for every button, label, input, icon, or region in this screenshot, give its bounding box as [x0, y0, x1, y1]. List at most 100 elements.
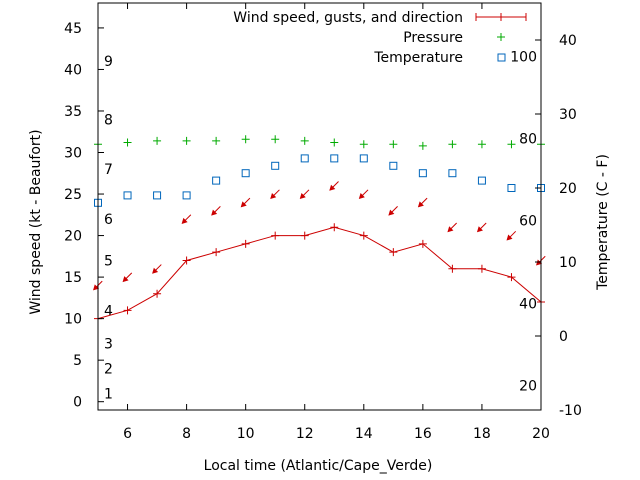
- y-right-tick-label: -10: [559, 403, 582, 419]
- pressure-point: [271, 135, 280, 144]
- wind-direction-arrow: [358, 189, 369, 200]
- y-right-tick-label: 20: [559, 181, 577, 197]
- pressure-point: [477, 140, 486, 149]
- y-left-tick-label: 20: [64, 229, 82, 245]
- legend-label-wind: Wind speed, gusts, and direction: [233, 10, 463, 26]
- temperature-point: [359, 154, 368, 163]
- wind-speed-point: [359, 231, 368, 240]
- wind-arrow-head: [447, 226, 454, 233]
- wind-speed-point: [418, 239, 427, 248]
- y-left-tick-label: 10: [64, 312, 82, 328]
- y-left-tick-label: 40: [64, 62, 82, 78]
- wind-speed-point: [241, 239, 250, 248]
- wind-arrow-head: [388, 209, 395, 216]
- wind-speed-point: [448, 264, 457, 273]
- pressure-point: [241, 135, 250, 144]
- wind-arrow-head: [181, 217, 188, 224]
- fahrenheit-label: 60: [519, 214, 537, 230]
- wind-direction-arrow: [181, 214, 192, 224]
- legend-label-temperature: Temperature: [373, 50, 463, 66]
- wind-direction-arrow: [476, 222, 487, 233]
- wind-arrow-head: [152, 267, 159, 274]
- x-tick-label: 18: [473, 426, 491, 442]
- temperature-point: [212, 176, 221, 185]
- beaufort-label: 8: [104, 112, 113, 128]
- fahrenheit-label: 40: [519, 296, 537, 312]
- temperature-point: [448, 169, 457, 178]
- temperature-point: [477, 176, 486, 185]
- beaufort-label: 1: [104, 386, 113, 402]
- wind-arrow-head: [329, 184, 336, 191]
- fahrenheit-label: 20: [519, 379, 537, 395]
- plot-frame: [97, 2, 542, 411]
- wind-speed-point: [153, 289, 162, 298]
- y-right-tick-label: 10: [559, 255, 577, 271]
- legend-swatch-pressure: [497, 33, 505, 41]
- wind-direction-arrow: [152, 264, 162, 274]
- legend-swatch-temperature: [497, 53, 506, 62]
- wind-speed-point: [271, 231, 280, 240]
- wind-arrow-head: [358, 193, 365, 200]
- wind-arrow-head: [506, 234, 513, 241]
- wind-direction-arrow: [240, 197, 251, 208]
- x-tick-label: 14: [355, 426, 373, 442]
- y-axis-label-right: Temperature (C - F): [595, 154, 611, 291]
- wind-direction-arrow: [329, 181, 339, 191]
- beaufort-label: 2: [104, 361, 113, 377]
- x-axis-label: Local time (Atlantic/Cape_Verde): [204, 458, 433, 474]
- temperature-point: [153, 191, 162, 200]
- temperature-point: [330, 154, 339, 163]
- wind-direction-arrow: [211, 206, 221, 216]
- pressure-point: [448, 140, 457, 149]
- plot-area: 1 2 3 4 5 6 7 8 9 20 40 60 80 100: [93, 49, 546, 402]
- wind-speed-point: [389, 248, 398, 257]
- wind-direction-arrow: [388, 206, 398, 216]
- pressure-point: [212, 136, 221, 145]
- pressure-point: [359, 140, 368, 149]
- temperature-point: [271, 161, 280, 170]
- y-right-tick-label: 30: [559, 107, 577, 123]
- x-tick-label: 10: [237, 426, 255, 442]
- y-left-tick-label: 0: [73, 395, 82, 411]
- pressure-point: [182, 136, 191, 145]
- temperature-point: [418, 169, 427, 178]
- temperature-point: [389, 161, 398, 170]
- y-right-tick-label: 0: [559, 329, 568, 345]
- beaufort-label: 7: [104, 162, 113, 178]
- pressure-point: [330, 138, 339, 147]
- pressure-point: [123, 138, 132, 147]
- x-tick-label: 6: [123, 426, 132, 442]
- wind-direction-arrow: [447, 222, 457, 233]
- beaufort-label: 3: [104, 337, 113, 353]
- temperature-point: [182, 191, 191, 200]
- beaufort-label: 4: [104, 303, 113, 319]
- wind-arrow-head: [122, 276, 129, 283]
- pressure-point: [300, 136, 309, 145]
- wind-direction-arrow: [506, 230, 517, 241]
- x-tick-label: 16: [414, 426, 432, 442]
- wind-direction-arrow: [299, 189, 310, 200]
- x-tick-label: 12: [296, 426, 314, 442]
- axes: 6 8 10 12 14 16 18 20051015202530354045-1001020…: [64, 2, 582, 442]
- x-tick-label: 20: [532, 426, 550, 442]
- legend-label-pressure: Pressure: [403, 30, 463, 46]
- temperature-point: [123, 191, 132, 200]
- pressure-point: [507, 140, 516, 149]
- wind-arrow-head: [211, 209, 218, 216]
- y-left-tick-label: 35: [64, 104, 82, 120]
- legend-entry-temperature: Temperature: [373, 50, 506, 66]
- wind-arrow-head: [476, 226, 483, 233]
- wind-direction-arrow: [122, 272, 133, 283]
- y-axis-label-left: Wind speed (kt - Beaufort): [28, 129, 44, 314]
- wind-arrow-head: [93, 284, 100, 291]
- pressure-point: [389, 140, 398, 149]
- legend-swatch-wind-marker: [497, 13, 505, 21]
- y-left-tick-label: 45: [64, 21, 82, 37]
- legend-entry-pressure: Pressure: [403, 30, 505, 46]
- wind-direction-arrow: [270, 189, 280, 200]
- fahrenheit-label: 100: [510, 49, 537, 65]
- pressure-point: [418, 141, 427, 150]
- beaufort-label: 5: [104, 253, 113, 269]
- wind-arrow-head: [299, 193, 306, 200]
